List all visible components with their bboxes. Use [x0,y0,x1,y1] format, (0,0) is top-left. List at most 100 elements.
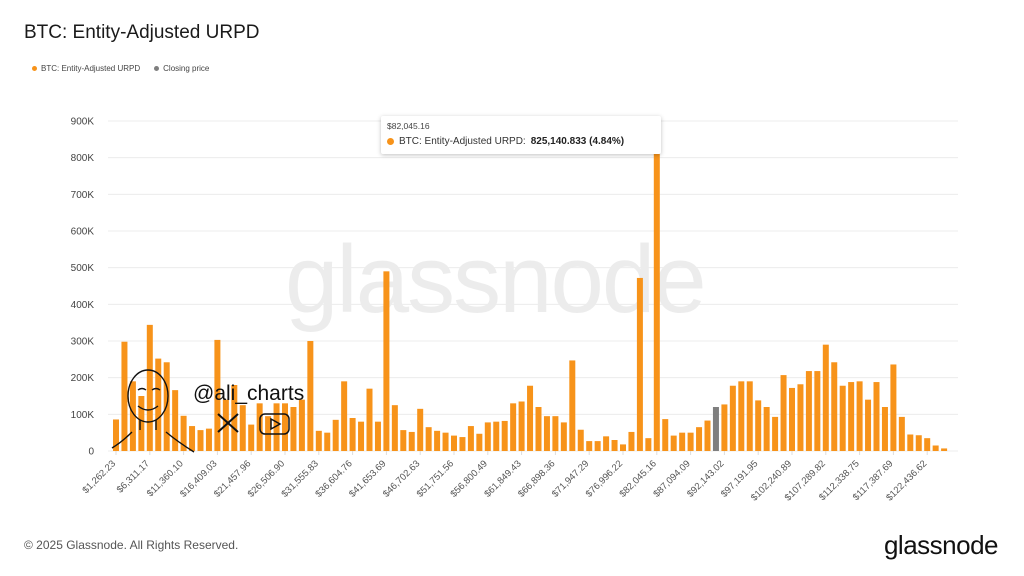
bar[interactable] [518,401,525,452]
bar[interactable] [527,385,534,451]
bar[interactable] [442,432,449,451]
bar[interactable] [594,441,601,451]
bar[interactable] [822,344,829,451]
bar[interactable] [214,339,221,451]
bar[interactable] [704,420,711,451]
bar[interactable] [620,444,626,451]
bar[interactable] [155,358,162,451]
bar[interactable] [535,407,542,451]
bar[interactable] [307,341,314,451]
bar[interactable] [907,434,914,452]
bar[interactable] [501,420,508,451]
bar[interactable] [941,448,948,451]
bar[interactable] [239,405,246,451]
bar[interactable] [831,362,838,451]
bar[interactable] [839,385,846,451]
bar[interactable] [425,427,432,451]
bar[interactable] [180,415,187,451]
bar[interactable] [315,430,322,451]
bar[interactable] [645,438,652,451]
bar[interactable] [865,399,872,451]
legend-item-closing-price[interactable]: Closing price [154,64,209,73]
bar[interactable] [881,407,888,451]
bar[interactable] [366,388,373,451]
bar[interactable] [467,426,474,451]
bar[interactable] [129,381,136,451]
bar[interactable] [662,419,669,451]
bar[interactable] [873,382,880,451]
bar[interactable] [408,431,415,451]
bar[interactable] [653,148,660,451]
bar[interactable] [172,390,179,451]
bar[interactable] [349,418,356,451]
bar[interactable] [298,399,305,451]
bar[interactable] [763,407,770,451]
tooltip-row: BTC: Entity-Adjusted URPD: 825,140.833 (… [387,136,624,147]
bar[interactable] [341,381,348,451]
bar[interactable] [205,428,212,451]
bar[interactable] [696,427,703,451]
bar[interactable] [273,403,280,451]
bar[interactable] [146,324,153,451]
bar[interactable] [451,435,457,451]
bar[interactable] [712,407,719,451]
bar[interactable] [611,440,618,451]
bar[interactable] [898,416,905,451]
bar[interactable] [248,424,255,451]
bar[interactable] [113,419,119,451]
bar[interactable] [459,437,466,451]
bar[interactable] [197,430,204,451]
bar[interactable] [814,371,821,451]
bar[interactable] [121,341,128,451]
bar[interactable] [543,416,550,451]
bar[interactable] [282,403,288,451]
bar[interactable] [797,384,804,451]
bar[interactable] [552,416,559,451]
bar[interactable] [324,432,331,451]
bar[interactable] [577,429,584,451]
bar[interactable] [560,422,567,451]
bar[interactable] [890,364,897,451]
bar[interactable] [189,426,196,451]
bar[interactable] [924,438,931,451]
bar[interactable] [780,375,787,451]
bar[interactable] [586,441,593,451]
bar[interactable] [721,404,728,451]
bar[interactable] [569,360,576,451]
y-tick-label: 300K [71,337,95,348]
bar[interactable] [738,381,745,451]
bar[interactable] [687,432,694,451]
bar[interactable] [434,430,441,451]
bar[interactable] [417,408,424,451]
bar[interactable] [493,421,500,451]
bar[interactable] [358,421,365,451]
bar[interactable] [383,271,390,451]
bar[interactable] [636,277,643,451]
bar[interactable] [484,422,491,451]
bar[interactable] [290,407,297,451]
bar[interactable] [332,419,339,451]
bar[interactable] [628,431,635,451]
bar[interactable] [848,382,855,451]
bar[interactable] [510,403,517,451]
bar[interactable] [856,381,863,451]
bar[interactable] [805,371,812,451]
bar[interactable] [603,436,610,451]
legend-item-urpd[interactable]: BTC: Entity-Adjusted URPD [32,64,140,73]
bar[interactable] [789,387,795,451]
bar[interactable] [755,400,762,451]
bar[interactable] [772,416,779,451]
bar[interactable] [670,435,677,451]
bar[interactable] [932,445,939,452]
bar[interactable] [679,432,686,451]
bar[interactable] [400,430,407,451]
y-tick-label: 900K [71,117,95,128]
bar[interactable] [391,405,398,451]
bar[interactable] [138,396,145,451]
bar[interactable] [374,421,381,451]
bar[interactable] [746,381,753,451]
bar[interactable] [476,433,483,451]
bar[interactable] [729,385,736,451]
bar[interactable] [915,435,922,451]
